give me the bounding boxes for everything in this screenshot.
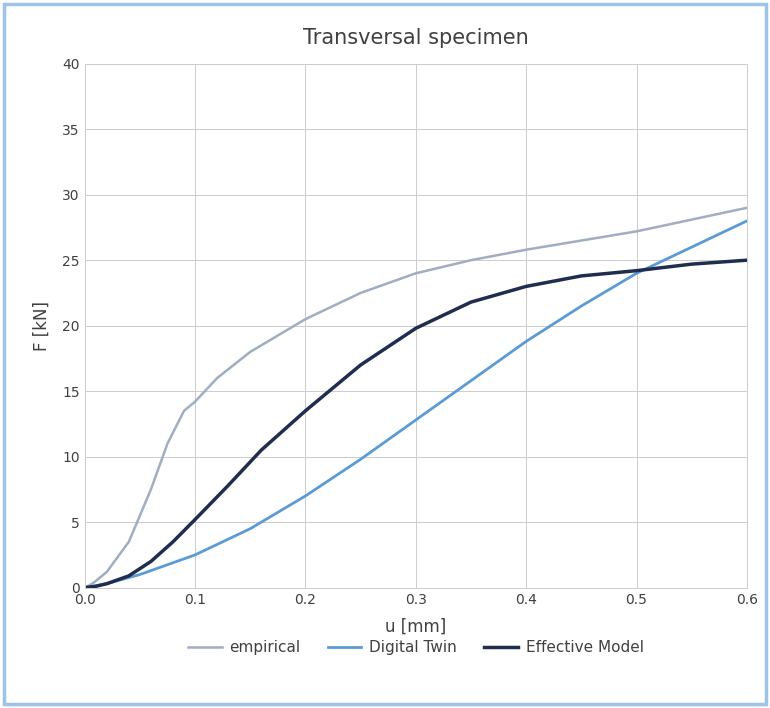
Digital Twin <box>190 551 199 559</box>
empirical <box>179 406 189 415</box>
Digital Twin <box>136 571 145 579</box>
Effective Model <box>411 324 420 333</box>
Effective Model <box>632 266 641 275</box>
Line: Digital Twin: Digital Twin <box>85 221 747 588</box>
Title: Transversal specimen: Transversal specimen <box>303 28 529 48</box>
empirical <box>301 315 310 324</box>
Digital Twin <box>577 302 586 310</box>
Effective Model <box>467 298 476 307</box>
Digital Twin <box>632 269 641 278</box>
Digital Twin <box>521 337 531 346</box>
Effective Model <box>190 515 199 524</box>
Digital Twin <box>411 416 420 424</box>
Effective Model <box>256 446 266 455</box>
X-axis label: u [mm]: u [mm] <box>385 617 447 636</box>
Digital Twin <box>467 377 476 385</box>
Effective Model <box>356 361 365 370</box>
empirical <box>687 215 696 224</box>
Effective Model <box>102 579 112 588</box>
empirical <box>80 583 89 592</box>
Digital Twin <box>80 583 89 592</box>
empirical <box>190 397 199 406</box>
empirical <box>521 246 531 254</box>
Effective Model <box>301 406 310 415</box>
Effective Model <box>577 272 586 280</box>
Effective Model <box>169 537 178 546</box>
Digital Twin <box>742 217 752 225</box>
Digital Twin <box>356 455 365 464</box>
Effective Model <box>146 557 156 566</box>
Digital Twin <box>687 243 696 251</box>
empirical <box>632 227 641 236</box>
Line: empirical: empirical <box>85 208 747 588</box>
Effective Model <box>91 582 100 590</box>
Effective Model <box>80 583 89 592</box>
Y-axis label: F [kN]: F [kN] <box>33 301 51 350</box>
Line: Effective Model: Effective Model <box>85 261 747 588</box>
empirical <box>577 236 586 245</box>
Effective Model <box>687 260 696 268</box>
empirical <box>411 269 420 278</box>
Effective Model <box>124 571 133 580</box>
Effective Model <box>521 282 531 291</box>
Effective Model <box>223 481 233 490</box>
empirical <box>742 204 752 212</box>
empirical <box>146 485 156 493</box>
Digital Twin <box>301 491 310 500</box>
empirical <box>163 439 172 448</box>
Legend: empirical, Digital Twin, Effective Model: empirical, Digital Twin, Effective Model <box>182 634 650 661</box>
empirical <box>356 289 365 297</box>
Effective Model <box>742 256 752 265</box>
empirical <box>467 256 476 265</box>
empirical <box>85 581 95 589</box>
empirical <box>213 374 222 382</box>
Digital Twin <box>102 579 112 588</box>
empirical <box>124 537 133 546</box>
Digital Twin <box>246 525 255 533</box>
empirical <box>91 577 100 586</box>
empirical <box>102 568 112 576</box>
empirical <box>246 348 255 356</box>
